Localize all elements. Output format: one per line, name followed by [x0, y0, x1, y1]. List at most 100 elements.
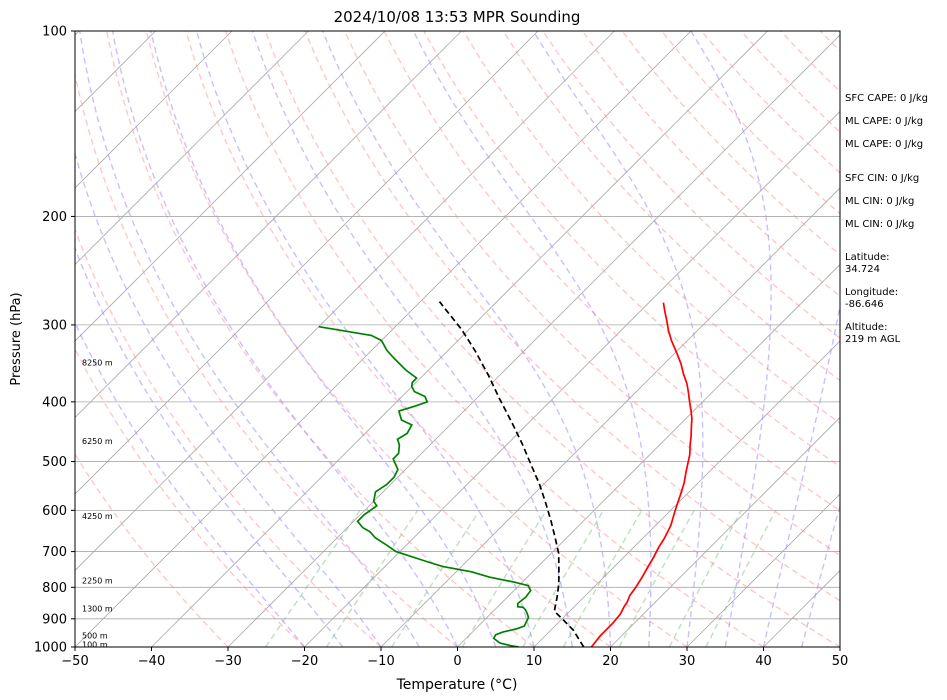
- mixing-ratio-line: [265, 509, 361, 647]
- mixing-ratio-line: [461, 509, 547, 647]
- x-tick-label: 10: [526, 654, 543, 669]
- dry-adiabat-line: [423, 31, 840, 468]
- dry-adiabat-line: [304, 31, 840, 602]
- moist-adiabat-line: [762, 302, 840, 647]
- height-label: 100 m: [82, 641, 108, 650]
- isotherm-line: [533, 340, 840, 647]
- x-tick-label: 0: [453, 654, 461, 669]
- isotherm-line: [686, 493, 840, 647]
- dry-adiabat-line: [264, 31, 840, 647]
- moist-adiabat-line: [75, 151, 382, 647]
- height-label: 1300 m: [82, 605, 113, 614]
- x-tick-label: −40: [138, 654, 165, 669]
- moist-adiabat-line: [412, 31, 652, 647]
- x-tick-label: 50: [832, 654, 849, 669]
- series-lines: [318, 301, 693, 647]
- height-label: 8250 m: [82, 358, 113, 367]
- isotherm-line: [151, 31, 768, 647]
- background-guide-lines: [0, 31, 840, 647]
- dry-adiabat-line: [75, 347, 305, 647]
- parcel-profile-line: [438, 301, 585, 647]
- x-tick-label: −50: [61, 654, 88, 669]
- moist-adiabat-line: [195, 31, 535, 647]
- isotherm-line: [380, 187, 840, 647]
- x-tick-label: −30: [214, 654, 241, 669]
- isotherm-line: [0, 31, 3, 647]
- latitude-label: Latitude:: [845, 252, 890, 263]
- moist-adiabat-line: [75, 246, 344, 647]
- x-axis-label: Temperature (°C): [396, 677, 518, 693]
- moist-adiabat-line: [322, 31, 612, 647]
- isotherm-line: [75, 31, 692, 647]
- isotherm-line: [75, 31, 309, 266]
- temperature-line: [590, 302, 693, 647]
- isotherm-line: [75, 31, 539, 495]
- isotherm-line: [304, 110, 840, 647]
- isotherm-line: [75, 31, 615, 572]
- y-axis-ticks: 100 200 300 400 500 600 700 800 900 1000: [34, 25, 75, 656]
- mixing-ratio-line: [705, 509, 777, 647]
- altitude-value: 219 m AGL: [845, 334, 901, 345]
- mixing-ratio-line: [668, 509, 742, 647]
- altitude-label: Altitude:: [845, 322, 888, 333]
- isotherm-line: [457, 263, 840, 647]
- isotherm-line: [610, 416, 840, 647]
- y-tick-label: 300: [42, 318, 67, 333]
- ml-cape-text-2: ML CAPE: 0 J/kg: [845, 139, 924, 150]
- mixing-ratio-line: [522, 509, 605, 647]
- moist-adiabat-line: [532, 31, 704, 647]
- dewpoint-line: [318, 325, 532, 647]
- dry-adiabat-line: [145, 31, 611, 647]
- longitude-label: Longitude:: [845, 287, 899, 298]
- isotherm-line: [75, 31, 462, 419]
- x-tick-label: 20: [602, 654, 619, 669]
- height-label: 6250 m: [82, 437, 113, 446]
- y-tick-label: 800: [42, 581, 67, 596]
- ml-cin-text-2: ML CIN: 0 J/kg: [845, 219, 915, 230]
- ml-cape-text: ML CAPE: 0 J/kg: [845, 116, 924, 127]
- y-tick-label: 1000: [34, 641, 67, 656]
- moist-adiabat-line: [79, 31, 420, 647]
- sfc-cin-text: SFC CIN: 0 J/kg: [845, 173, 920, 184]
- chart-title: 2024/10/08 13:53 MPR Sounding: [334, 8, 581, 26]
- moist-adiabat-line: [801, 503, 840, 647]
- x-axis-ticks: −50 −40 −30 −20 −10 0 10 20 30 40 50: [61, 647, 848, 669]
- moist-adiabat-line: [690, 31, 772, 647]
- height-label: 2250 m: [82, 577, 113, 586]
- latitude-value: 34.724: [845, 264, 880, 275]
- mixing-ratio-line: [618, 509, 695, 647]
- ml-cin-text: ML CIN: 0 J/kg: [845, 196, 915, 207]
- height-label: 500 m: [82, 632, 108, 641]
- dry-adiabat-line: [75, 452, 229, 647]
- y-axis-label: Pressure (hPa): [9, 292, 24, 385]
- dry-adiabat-line: [105, 31, 535, 647]
- y-tick-label: 400: [42, 395, 67, 410]
- isotherm-line: [75, 31, 233, 189]
- x-tick-label: 30: [679, 654, 696, 669]
- x-tick-label: −10: [367, 654, 394, 669]
- dry-adiabat-line: [75, 71, 458, 647]
- dry-adiabat-line: [75, 227, 382, 647]
- x-tick-label: 40: [755, 654, 772, 669]
- mixing-ratio-line: [562, 509, 643, 647]
- y-tick-label: 600: [42, 504, 67, 519]
- isotherm-line: [227, 34, 840, 647]
- y-tick-label: 200: [42, 210, 67, 225]
- y-tick-label: 700: [42, 545, 67, 560]
- y-tick-label: 500: [42, 455, 67, 470]
- dry-adiabat-line: [383, 31, 840, 512]
- y-tick-label: 900: [42, 612, 67, 627]
- moist-adiabat-line: [111, 31, 459, 647]
- height-label: 4250 m: [82, 512, 113, 521]
- y-tick-label: 100: [42, 25, 67, 40]
- isotherm-line: [75, 31, 386, 342]
- dry-adiabat-line: [343, 31, 840, 557]
- moist-adiabat-line: [150, 31, 497, 647]
- dry-adiabat-line: [462, 31, 840, 425]
- plot-frame: [74, 30, 841, 648]
- longitude-value: -86.646: [845, 299, 884, 310]
- x-tick-label: −20: [291, 654, 318, 669]
- pressure-gridlines: [75, 30, 840, 648]
